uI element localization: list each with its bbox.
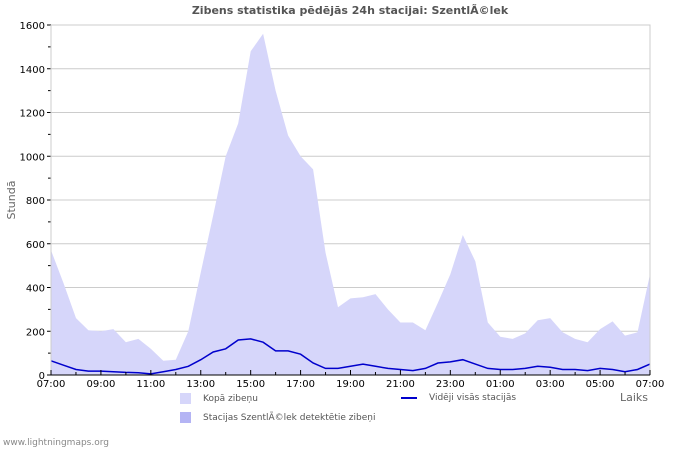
x-tick-label: 01:00 — [486, 379, 515, 390]
y-tick-label: 1600 — [20, 21, 45, 32]
legend-station: Stacijas SzentlÃ©lek detektētie zibeņi — [180, 412, 375, 423]
x-tick-label: 17:00 — [286, 379, 315, 390]
legend-total-label: Kopā zibeņu — [203, 393, 258, 404]
y-tick-label: 1000 — [20, 152, 45, 163]
x-tick-label: 11:00 — [136, 379, 165, 390]
x-tick-label: 15:00 — [236, 379, 265, 390]
y-tick-label: 800 — [26, 196, 45, 207]
legend-total-swatch — [180, 393, 191, 404]
x-tick-label: 13:00 — [186, 379, 215, 390]
chart-title: Zibens statistika pēdējās 24h stacijai: … — [191, 4, 509, 17]
x-tick-label: 23:00 — [436, 379, 465, 390]
legend-average: Vidēji visās stacijās — [401, 393, 516, 403]
y-axis: 0 200 400 600 800 1000 1200 1400 1600 — [20, 21, 52, 382]
footer-link[interactable]: www.lightningmaps.org — [3, 438, 109, 448]
legend-station-label: Stacijas SzentlÃ©lek detektētie zibeņi — [203, 412, 376, 423]
x-axis: 07:00 09:00 11:00 13:00 15:00 17:00 19:00 21:00… — [37, 370, 665, 390]
y-tick-label: 200 — [26, 327, 45, 338]
y-tick-label: 1400 — [20, 65, 45, 76]
x-tick-label: 03:00 — [536, 379, 565, 390]
x-tick-label: 21:00 — [386, 379, 415, 390]
y-axis-label: Stundā — [5, 181, 18, 220]
x-tick-label: 05:00 — [586, 379, 615, 390]
y-tick-label: 600 — [26, 240, 45, 251]
grid-lines — [51, 68, 650, 332]
x-tick-label: 07:00 — [636, 379, 665, 390]
legend-average-label: Vidēji visās stacijās — [429, 393, 517, 403]
legend-total: Kopā zibeņu — [180, 393, 258, 404]
x-tick-label: 07:00 — [37, 379, 66, 390]
y-tick-label: 1200 — [20, 109, 45, 120]
x-tick-label: 09:00 — [87, 379, 116, 390]
x-axis-label: Laiks — [620, 391, 648, 404]
total-lightning-area — [51, 33, 650, 376]
x-tick-label: 19:00 — [336, 379, 365, 390]
y-tick-label: 400 — [26, 284, 45, 295]
legend-average-swatch — [401, 397, 417, 399]
legend-station-swatch — [180, 412, 191, 423]
y-tick-label: 0 — [39, 371, 45, 382]
